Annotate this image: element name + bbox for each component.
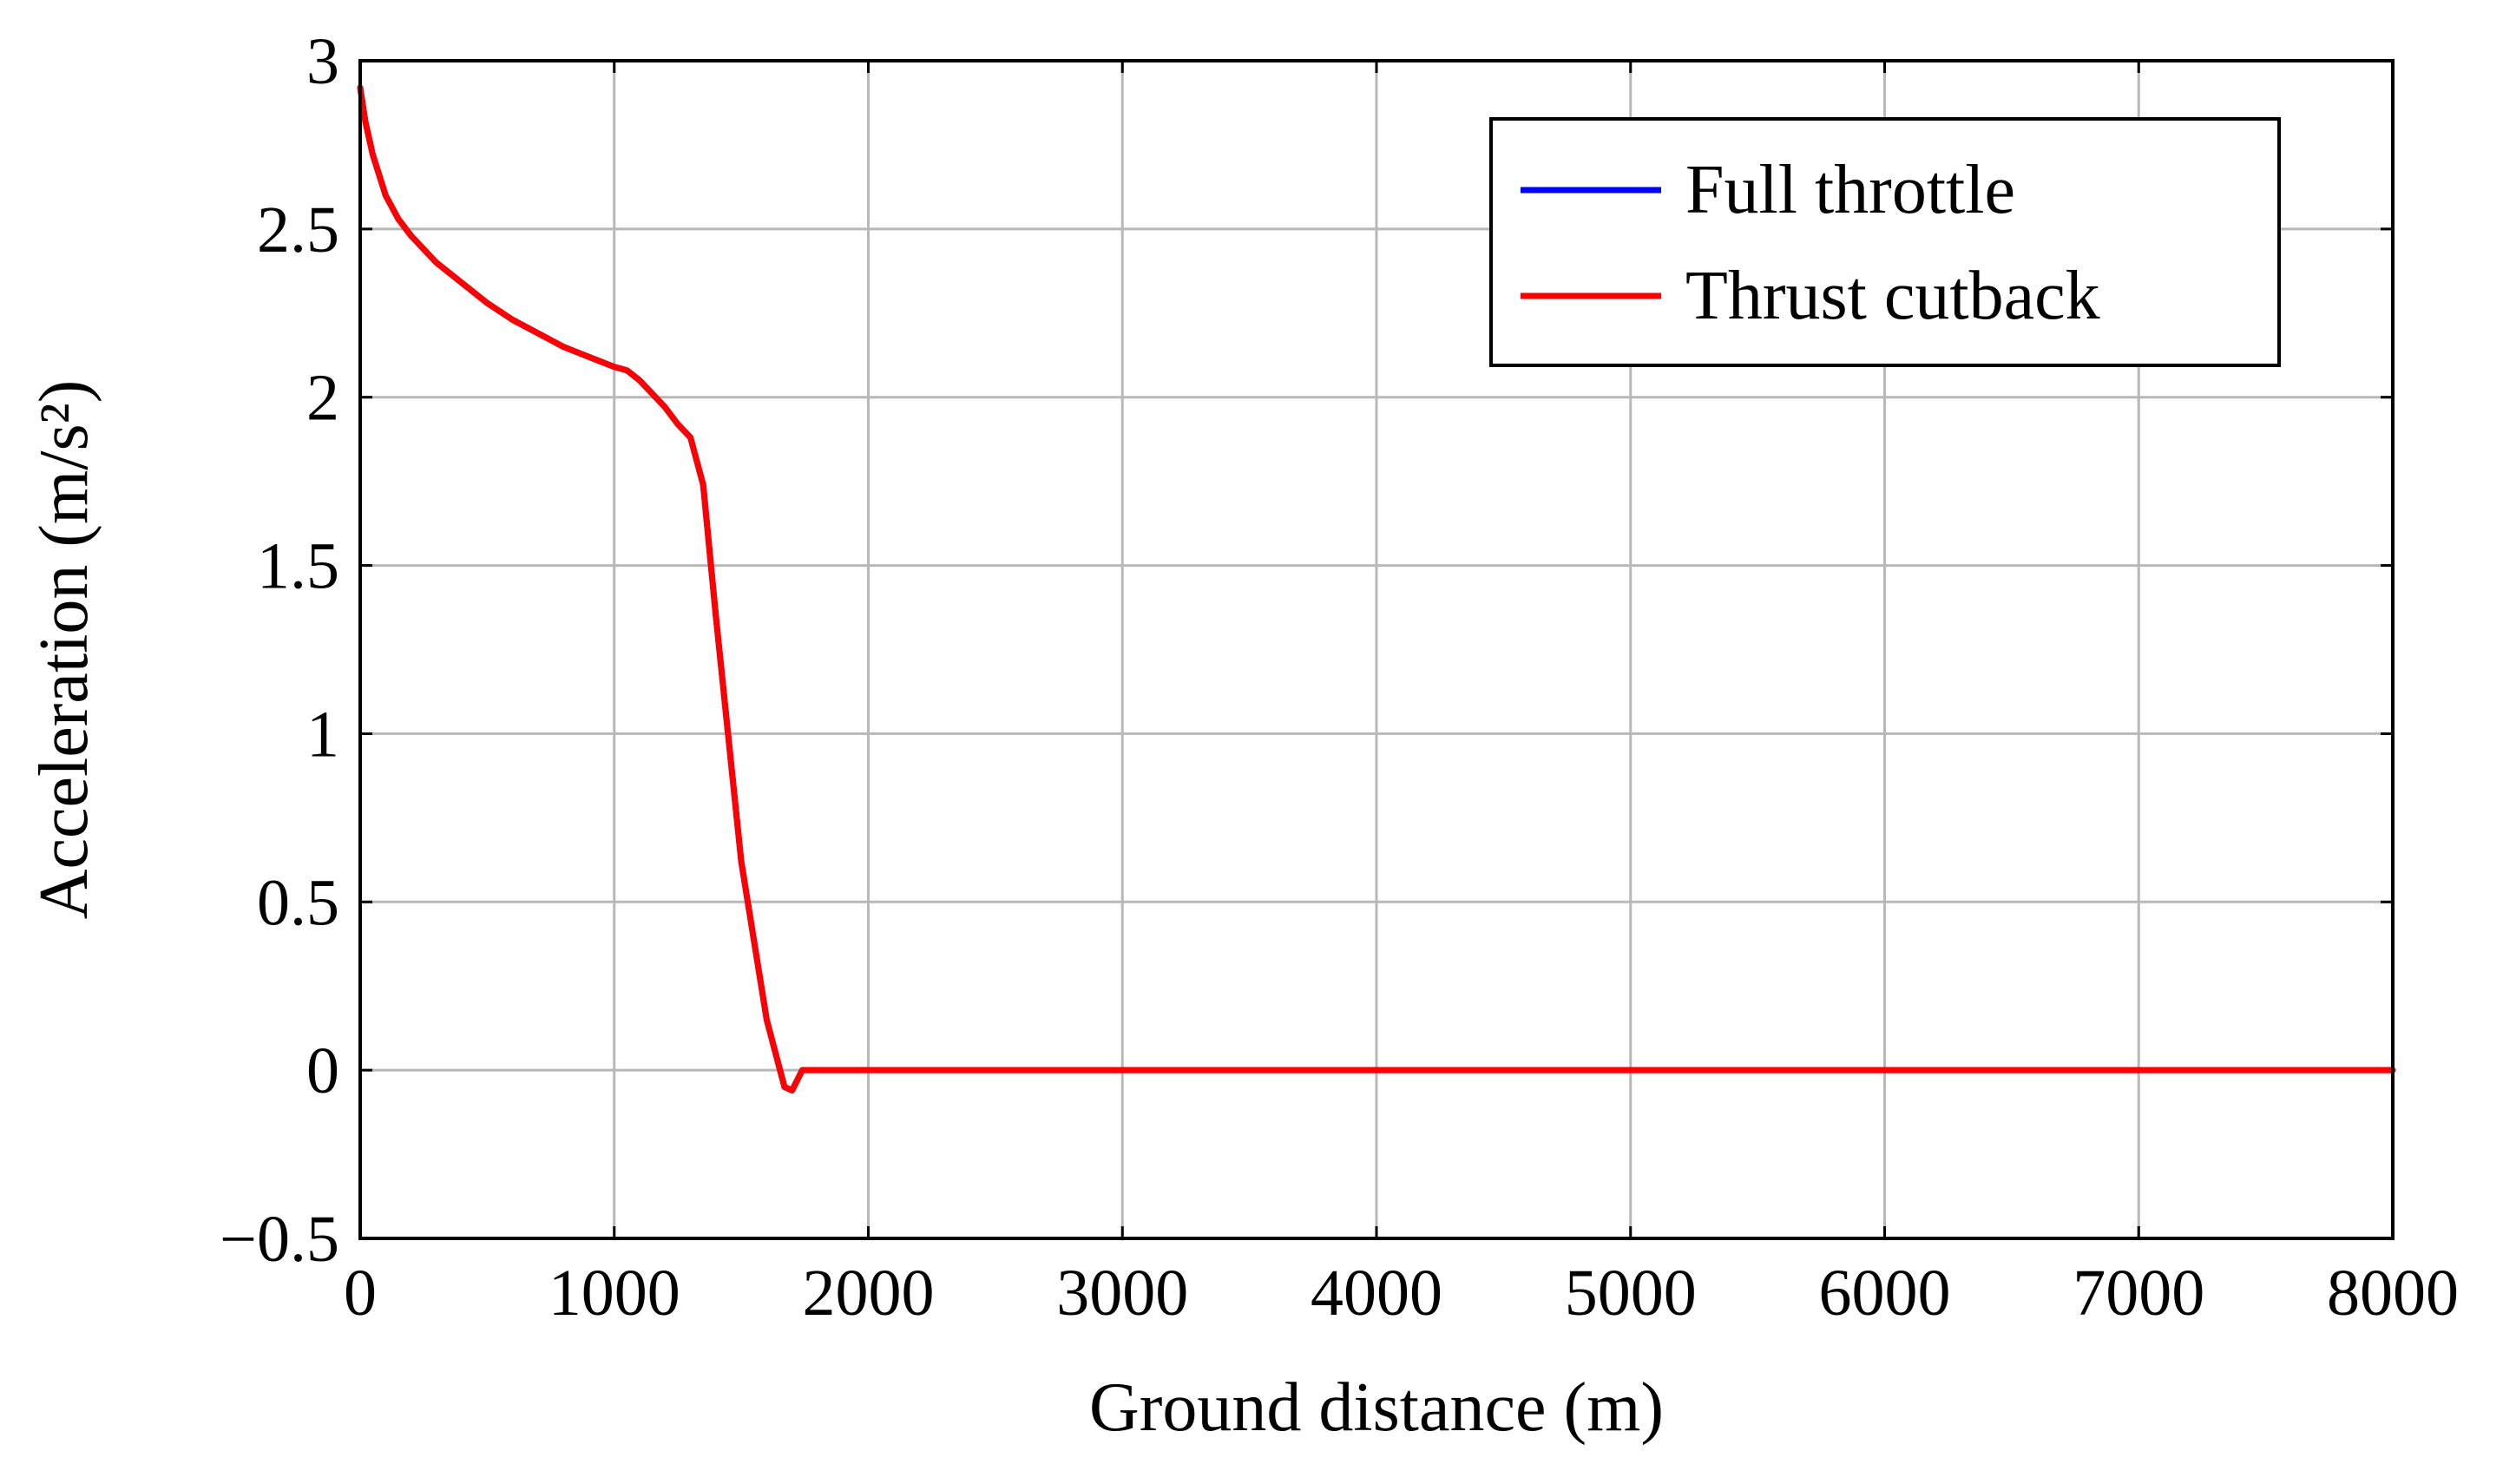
y-tick-label: 0.5 [257,866,339,939]
y-tick-label: 0 [306,1034,339,1107]
legend-label-full-throttle: Full throttle [1685,152,2015,228]
x-tick-label: 2000 [803,1257,935,1330]
x-tick-labels: 0 1000 2000 3000 4000 5000 6000 7000 8000 [344,1257,2459,1330]
x-tick-label: 3000 [1056,1257,1188,1330]
series-line-thrust-cutback [357,84,2396,1093]
legend-items: Full throttle Thrust cutback [1521,152,2100,334]
y-tick-label: 2 [306,362,339,435]
legend-box [1489,117,2281,367]
y-tick-label: 3 [306,25,339,98]
y-tick-label: 2.5 [257,194,339,266]
x-tick-label: 7000 [2073,1257,2204,1330]
legend-label-thrust-cutback: Thrust cutback [1685,258,2100,334]
x-tick-label: 8000 [2327,1257,2459,1330]
y-axis-label: Acceleration (m/s²) [26,380,102,919]
x-tick-label: 1000 [549,1257,680,1330]
y-tick-label: 1.5 [257,530,339,603]
x-axis-label: Ground distance (m) [1089,1369,1664,1446]
y-tick-labels: −0.5 0 0.5 1 1.5 2 2.5 3 [220,25,339,1276]
y-tick-label: −0.5 [220,1203,339,1276]
x-tick-label: 0 [344,1257,377,1330]
plot-frame [358,59,2395,1240]
x-tick-label: 5000 [1565,1257,1697,1330]
legend: Full throttle Thrust cutback [1489,117,2281,367]
x-tick-label: 4000 [1311,1257,1442,1330]
y-tick-label: 1 [306,698,339,771]
series-lines [357,84,2396,1093]
x-tick-label: 6000 [1819,1257,1951,1330]
